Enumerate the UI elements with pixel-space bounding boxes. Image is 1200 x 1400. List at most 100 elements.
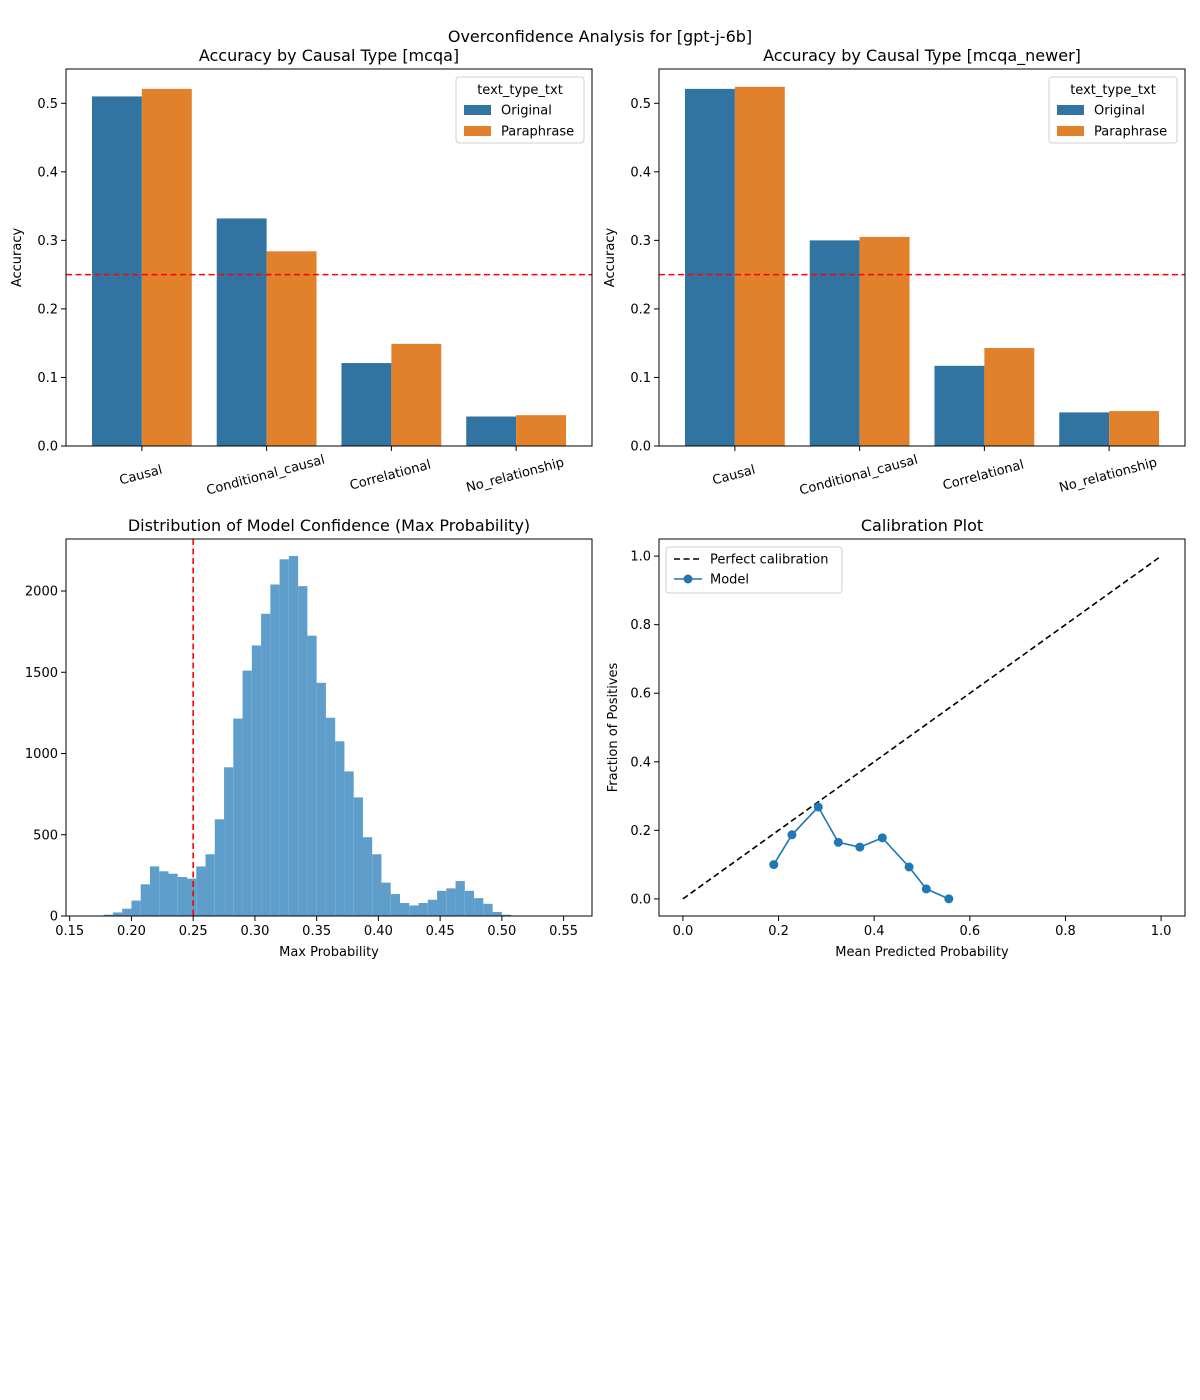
figure-suptitle: Overconfidence Analysis for [gpt-j-6b] bbox=[448, 27, 752, 46]
confidence_hist-xtick-label: 0.35 bbox=[302, 924, 331, 939]
calibration-legend-label: Perfect calibration bbox=[710, 553, 828, 568]
confidence_hist-bin bbox=[399, 903, 410, 916]
acc_mcqa_newer-bar-original bbox=[809, 240, 860, 446]
confidence_hist-bin bbox=[177, 877, 188, 916]
calibration-model-point bbox=[877, 833, 887, 843]
acc_mcqa-legend-label: Original bbox=[501, 104, 552, 119]
acc_mcqa_newer-ytick-label: 0.3 bbox=[630, 234, 651, 249]
calibration-ylabel: Fraction of Positives bbox=[606, 662, 621, 792]
acc_mcqa-legend-title: text_type_txt bbox=[477, 83, 563, 98]
calibration-legend-swatch-model-point bbox=[683, 574, 693, 584]
acc_mcqa_newer-bar-paraphrase bbox=[734, 86, 785, 447]
confidence_hist-bin bbox=[325, 717, 336, 916]
confidence_hist-ytick-label: 500 bbox=[33, 828, 58, 843]
confidence_hist-bin bbox=[437, 890, 447, 916]
acc_mcqa_newer-ytick-label: 0.4 bbox=[630, 165, 651, 180]
calibration-model-point bbox=[787, 830, 797, 840]
confidence_hist-bin bbox=[455, 881, 465, 916]
calibration-title: Calibration Plot bbox=[861, 516, 983, 535]
acc_mcqa-ytick-label: 0.1 bbox=[37, 371, 58, 386]
confidence_hist-bin bbox=[159, 871, 169, 916]
confidence_hist-bin bbox=[270, 584, 280, 916]
calibration-xtick-label: 1.0 bbox=[1151, 924, 1172, 939]
confidence_hist-bin bbox=[316, 682, 326, 916]
confidence_hist-xtick-label: 0.30 bbox=[240, 924, 269, 939]
calibration-ytick-label: 0.2 bbox=[630, 824, 651, 839]
acc_mcqa_newer-axes-frame bbox=[658, 68, 1186, 447]
confidence_hist-bin bbox=[492, 911, 502, 916]
acc_mcqa_newer-ytick-label: 0.5 bbox=[630, 97, 651, 112]
confidence_hist-bin bbox=[464, 890, 475, 916]
acc_mcqa_newer-legend-label: Paraphrase bbox=[1094, 125, 1167, 140]
acc_mcqa_newer-bar-original bbox=[934, 365, 985, 446]
acc_mcqa-legend-swatch-original bbox=[464, 105, 491, 115]
confidence_hist-xtick-label: 0.45 bbox=[426, 924, 455, 939]
confidence_hist-xtick-label: 0.40 bbox=[364, 924, 393, 939]
confidence_hist-bin bbox=[242, 670, 252, 916]
confidence_hist-ytick-label: 1000 bbox=[25, 747, 58, 762]
confidence_hist-bin bbox=[103, 914, 113, 916]
calibration-xtick-label: 0.0 bbox=[673, 924, 694, 939]
confidence_hist-bin bbox=[279, 559, 289, 916]
confidence_hist-bin bbox=[205, 854, 215, 916]
calibration-model-point bbox=[769, 860, 779, 870]
acc_mcqa_newer-ytick-label: 0.0 bbox=[630, 440, 651, 455]
acc_mcqa_newer-bar-original bbox=[684, 88, 735, 447]
confidence_hist-bin bbox=[353, 797, 363, 916]
acc_mcqa_newer-bar-original bbox=[1059, 412, 1110, 446]
calibration-legend-label: Model bbox=[710, 573, 749, 588]
calibration-perfect-calibration-line bbox=[682, 555, 1162, 900]
acc_mcqa-ylabel: Accuracy bbox=[10, 228, 25, 288]
acc_mcqa-bar-paraphrase bbox=[516, 415, 567, 446]
acc_mcqa_newer-legend-swatch-original bbox=[1057, 105, 1084, 115]
acc_mcqa-ytick-label: 0.4 bbox=[37, 165, 58, 180]
acc_mcqa_newer-ylabel: Accuracy bbox=[603, 228, 618, 288]
calibration-xtick-label: 0.4 bbox=[864, 924, 885, 939]
acc_mcqa_newer-bar-paraphrase bbox=[859, 236, 910, 446]
calibration-xtick-label: 0.6 bbox=[959, 924, 980, 939]
confidence_hist-bin bbox=[187, 878, 197, 916]
calibration-ytick-label: 0.8 bbox=[630, 618, 651, 633]
confidence_hist-bin bbox=[418, 903, 428, 916]
confidence_hist-bin bbox=[196, 866, 206, 916]
acc_mcqa-ytick-label: 0.0 bbox=[37, 440, 58, 455]
acc_mcqa-bar-original bbox=[341, 363, 392, 446]
confidence_hist-bin bbox=[362, 837, 373, 916]
acc_mcqa-ytick-label: 0.3 bbox=[37, 234, 58, 249]
calibration-ytick-label: 1.0 bbox=[630, 550, 651, 565]
calibration-ytick-label: 0.4 bbox=[630, 755, 651, 770]
calibration-legend bbox=[665, 546, 843, 594]
acc_mcqa_newer-ytick-label: 0.1 bbox=[630, 371, 651, 386]
calibration-xtick-label: 0.8 bbox=[1055, 924, 1076, 939]
confidence_hist-bin bbox=[233, 718, 243, 916]
acc_mcqa_newer-bar-paraphrase bbox=[984, 347, 1035, 446]
confidence_hist-bin bbox=[427, 899, 438, 916]
confidence_hist-xtick-label: 0.15 bbox=[55, 924, 84, 939]
confidence_hist-xtick-label: 0.20 bbox=[117, 924, 146, 939]
confidence_hist-bin bbox=[381, 882, 391, 916]
calibration-plot-chart: 0.0 0.2 0.4 0.6 0.8 1.0 0.0 0.2 0.4 0.6 0.8 1.0 Cali… bbox=[606, 516, 1186, 960]
confidence_hist-bin bbox=[390, 894, 400, 916]
confidence_hist-ytick-label: 2000 bbox=[25, 585, 58, 600]
confidence_hist-ytick-label: 1500 bbox=[25, 666, 58, 681]
confidence_hist-bin bbox=[483, 903, 493, 916]
acc_mcqa-bar-original bbox=[91, 96, 142, 446]
acc_mcqa_newer-ytick-label: 0.2 bbox=[630, 302, 651, 317]
confidence_hist-bin bbox=[335, 741, 345, 916]
confidence_hist-xtick-label: 0.50 bbox=[487, 924, 516, 939]
calibration-model-point bbox=[904, 862, 914, 872]
calibration-model-point bbox=[833, 837, 843, 847]
confidence_hist-bin bbox=[261, 613, 271, 916]
confidence_hist-bin bbox=[149, 866, 160, 916]
calibration-axes-frame bbox=[658, 538, 1186, 917]
confidence_hist-bin bbox=[140, 884, 150, 916]
calibration-xtick-label: 0.2 bbox=[768, 924, 789, 939]
acc_mcqa_newer-legend-title: text_type_txt bbox=[1070, 83, 1156, 98]
calibration-xlabel: Mean Predicted Probability bbox=[835, 945, 1009, 960]
calibration-ytick-label: 0.0 bbox=[630, 892, 651, 907]
acc_mcqa_newer-legend-label: Original bbox=[1094, 104, 1145, 119]
calibration-model-point bbox=[855, 842, 865, 852]
confidence_hist-bin bbox=[344, 771, 354, 916]
calibration-model-point bbox=[944, 894, 954, 904]
